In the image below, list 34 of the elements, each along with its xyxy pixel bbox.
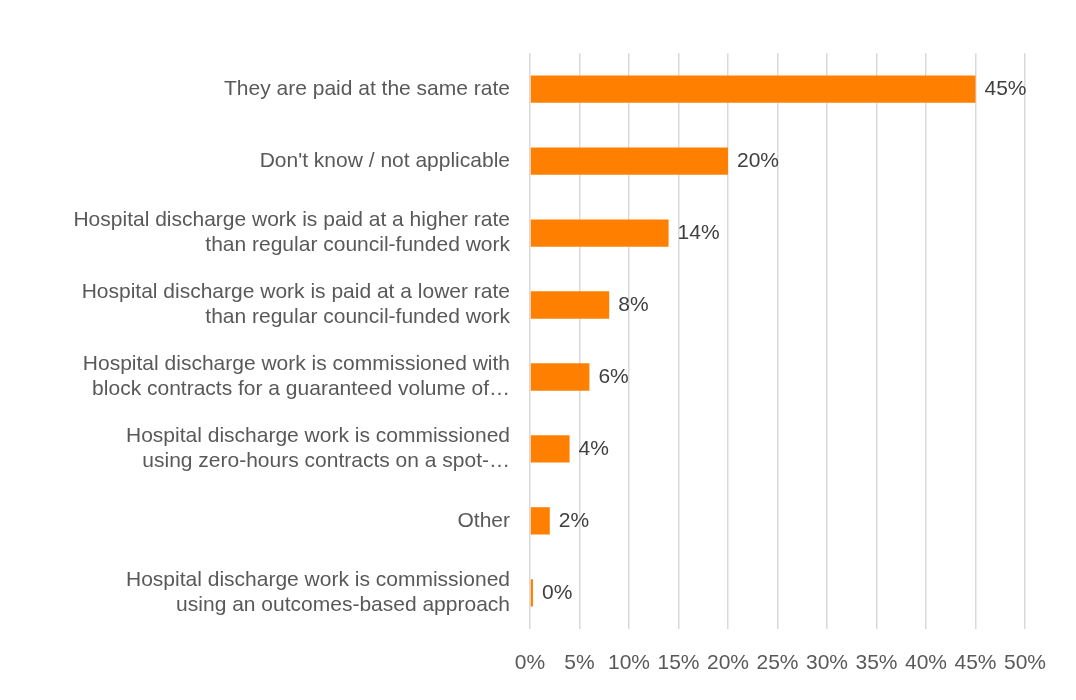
bar: [530, 507, 550, 535]
bar: [530, 147, 728, 175]
x-tick-label: 15%: [657, 650, 700, 674]
x-tick-label: 40%: [904, 650, 947, 674]
bar: [530, 291, 610, 319]
bar: [530, 363, 590, 391]
x-tick-label: 0%: [514, 650, 546, 674]
y-tick-label: Hospital discharge work is paid at a lower rate than regular council-funded work: [81, 279, 511, 328]
bar: [530, 219, 669, 247]
data-label: 2%: [558, 507, 590, 531]
data-label: 8%: [618, 291, 649, 315]
y-tick-label: Other: [457, 507, 510, 531]
bar: [530, 75, 976, 103]
data-label: 4%: [578, 435, 609, 459]
data-label: 20%: [736, 147, 780, 171]
data-label: 45%: [984, 75, 1027, 99]
y-tick-label: Hospital discharge work is commissioned with block contracts for a guaranteed volume of…: [82, 351, 510, 400]
y-tick-label: Hospital discharge work is commissioned using an outcomes-based approach: [126, 567, 510, 616]
x-tick-label: 45%: [954, 650, 997, 674]
x-tick-label: 25%: [756, 650, 799, 674]
x-tick-label: 5%: [564, 650, 595, 674]
x-tick-label: 50%: [1003, 650, 1046, 674]
data-label: 6%: [598, 363, 629, 387]
y-tick-label: Don't know / not applicable: [259, 147, 510, 171]
y-tick-label: Hospital discharge work is paid at a higher rate than regular council-funded work: [73, 207, 511, 256]
x-tick-label: 30%: [805, 650, 849, 674]
data-label: 0%: [541, 579, 573, 603]
x-tick-label: 10%: [607, 650, 651, 674]
bar: [530, 435, 570, 463]
x-tick-label: 20%: [706, 650, 750, 674]
y-tick-label: They are paid at the same rate: [224, 75, 510, 99]
x-tick-label: 35%: [855, 650, 898, 674]
y-tick-label: Hospital discharge work is commissioned using zero-hours contracts on a spot-…: [126, 423, 510, 472]
data-label: 14%: [677, 219, 720, 243]
